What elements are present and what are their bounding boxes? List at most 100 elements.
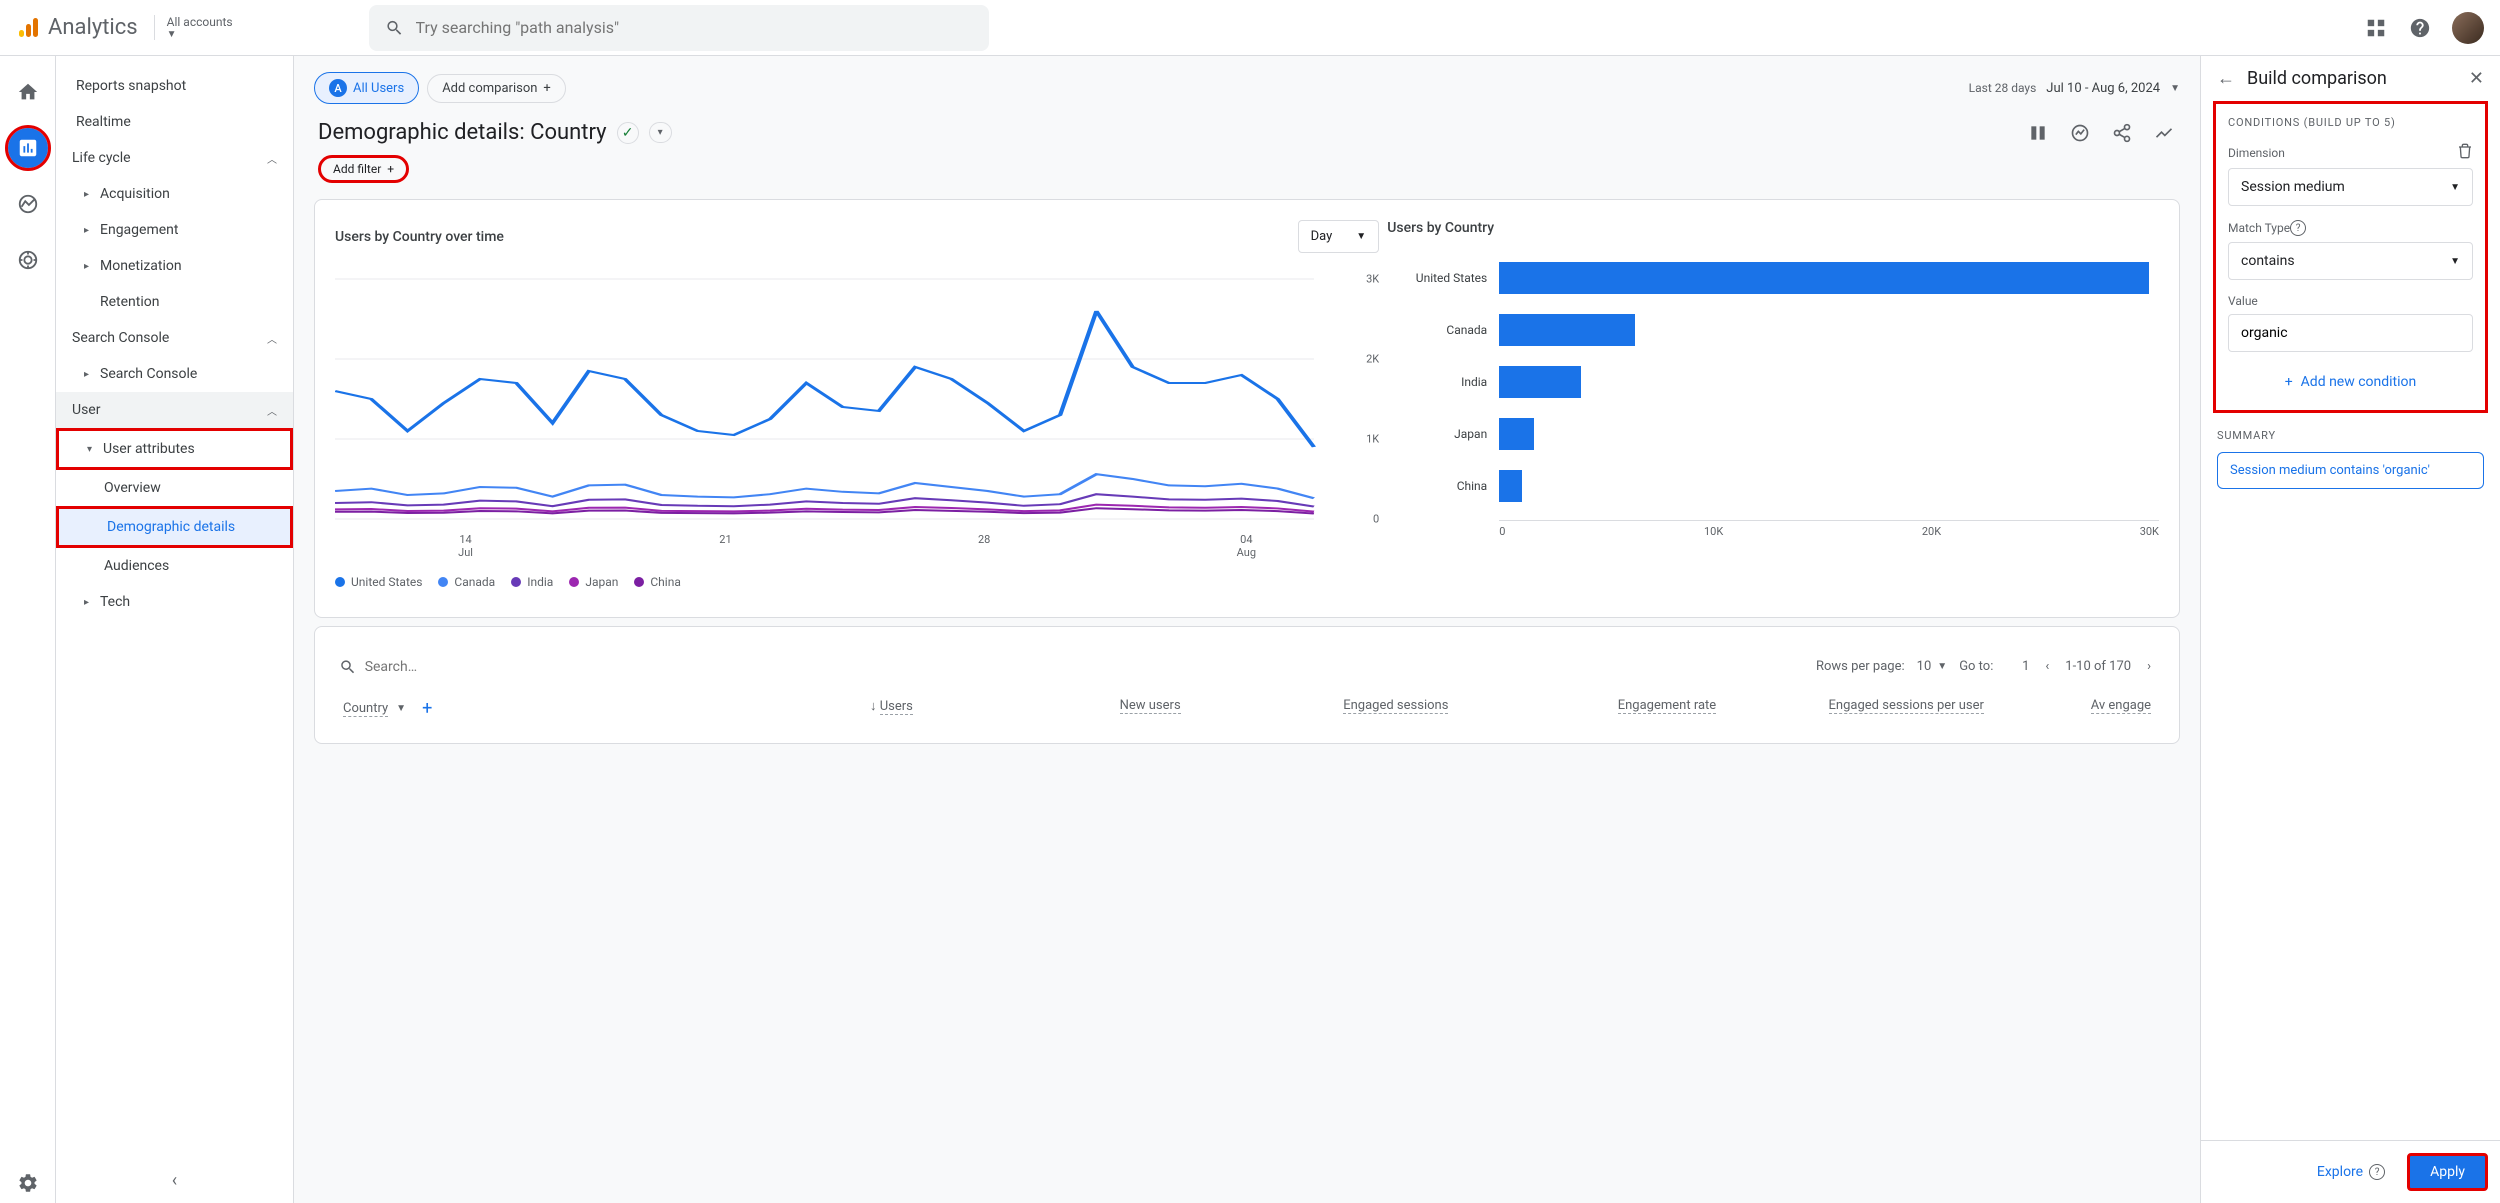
chip-add-comparison[interactable]: Add comparison + — [427, 74, 566, 103]
user-avatar[interactable] — [2452, 12, 2484, 44]
product-logo[interactable]: Analytics — [16, 15, 138, 40]
next-page-button[interactable]: › — [2143, 655, 2155, 678]
x-tick: 28 — [978, 533, 990, 559]
value-input[interactable] — [2228, 314, 2473, 352]
date-preset: Last 28 days — [1969, 81, 2037, 95]
edit-comparisons-icon[interactable] — [2152, 121, 2176, 145]
nav-acquisition[interactable]: ▸Acquisition — [56, 176, 293, 212]
bar-x-tick: 10K — [1704, 525, 1723, 538]
comparison-panel: ← Build comparison ✕ CONDITIONS (BUILD U… — [2200, 56, 2500, 1203]
add-filter-button[interactable]: Add filter + — [318, 155, 409, 183]
search-input[interactable] — [416, 18, 973, 37]
apps-icon[interactable] — [2364, 16, 2388, 40]
nav-life-cycle[interactable]: Life cycle︿ — [56, 140, 293, 176]
bar-row: India — [1387, 360, 2159, 404]
chevron-down-icon[interactable]: ▼ — [396, 703, 406, 714]
goto-value[interactable]: 1 — [2005, 659, 2029, 674]
legend-item[interactable]: India — [511, 575, 553, 589]
col-new-users[interactable]: New users — [1120, 698, 1181, 714]
bar-fill — [1499, 418, 1534, 450]
table-search-input[interactable] — [365, 659, 1800, 675]
rail-advertising[interactable] — [8, 240, 48, 280]
legend-dot — [335, 577, 345, 587]
nav-user[interactable]: User︿ — [56, 392, 293, 428]
explore-button[interactable]: Explore ? — [2305, 1156, 2397, 1188]
nav-realtime[interactable]: Realtime — [56, 104, 293, 140]
legend-dot — [634, 577, 644, 587]
collapse-sidenav[interactable]: ‹ — [172, 1170, 177, 1191]
nav-audiences[interactable]: Audiences — [56, 548, 293, 584]
nav-overview[interactable]: Overview — [56, 470, 293, 506]
rows-per-page-select[interactable]: 10 ▼ — [1917, 659, 1948, 674]
bar-label: Japan — [1387, 427, 1487, 441]
help-icon[interactable]: ? — [2369, 1164, 2385, 1180]
panel-back-button[interactable]: ← — [2217, 68, 2235, 89]
add-dimension-icon[interactable]: + — [422, 698, 432, 719]
interval-select[interactable]: Day ▼ — [1298, 220, 1380, 253]
nav-search-console-grp[interactable]: Search Console︿ — [56, 320, 293, 356]
chevron-down-icon: ▼ — [2450, 182, 2460, 193]
product-name: Analytics — [48, 15, 138, 40]
insights-icon[interactable] — [2068, 121, 2092, 145]
col-engaged-per-user[interactable]: Engaged sessions per user — [1829, 698, 1984, 714]
legend-item[interactable]: Canada — [438, 575, 495, 589]
bar-row: United States — [1387, 256, 2159, 300]
bar-label: Canada — [1387, 323, 1487, 337]
chip-all-users[interactable]: A All Users — [314, 72, 419, 104]
col-engagement-rate[interactable]: Engagement rate — [1618, 698, 1716, 714]
delete-condition-icon[interactable] — [2457, 143, 2473, 162]
main-content: A All Users Add comparison + Last 28 day… — [294, 56, 2200, 1203]
bar-chart: United States Canada India Japan China — [1387, 252, 2159, 512]
rail-home[interactable] — [8, 72, 48, 112]
share-icon[interactable] — [2110, 121, 2134, 145]
analytics-logo-icon — [16, 16, 40, 40]
nav-demographic-details[interactable]: Demographic details — [56, 506, 293, 548]
date-range-picker[interactable]: Last 28 days Jul 10 - Aug 6, 2024 ▼ — [1969, 81, 2180, 96]
nav-retention[interactable]: ▸Retention — [56, 284, 293, 320]
nav-user-attributes[interactable]: ▾User attributes — [56, 428, 293, 470]
nav-engagement[interactable]: ▸Engagement — [56, 212, 293, 248]
page-title: Demographic details: Country — [318, 120, 607, 145]
col-engaged-sessions[interactable]: Engaged sessions — [1343, 698, 1448, 714]
add-condition-button[interactable]: + Add new condition — [2228, 366, 2473, 398]
table-header: Country ▼ + ↓ Users New users Engaged se… — [335, 694, 2159, 723]
panel-title: Build comparison — [2247, 68, 2387, 89]
goto-label: Go to: — [1959, 659, 1993, 674]
legend-item[interactable]: United States — [335, 575, 422, 589]
rail-reports[interactable] — [8, 128, 48, 168]
help-icon[interactable] — [2408, 16, 2432, 40]
bar-label: China — [1387, 479, 1487, 493]
chevron-down-icon: ▼ — [167, 29, 233, 40]
bar-fill — [1499, 262, 2149, 294]
rail-admin[interactable] — [8, 1163, 48, 1203]
verified-icon[interactable]: ✓ — [617, 122, 639, 144]
help-icon[interactable]: ? — [2290, 220, 2306, 236]
col-country[interactable]: Country — [343, 701, 388, 717]
search-box[interactable] — [369, 5, 989, 51]
line-chart: 3K2K1K0 — [335, 269, 1379, 529]
legend-item[interactable]: China — [634, 575, 681, 589]
match-type-select[interactable]: contains ▼ — [2228, 242, 2473, 280]
bar-fill — [1499, 470, 1522, 502]
apply-button[interactable]: Apply — [2407, 1153, 2488, 1191]
nav-tech[interactable]: ▸Tech — [56, 584, 293, 620]
title-dropdown[interactable]: ▾ — [649, 122, 672, 143]
panel-close-button[interactable]: ✕ — [2469, 68, 2484, 89]
account-selector[interactable]: All accounts ▼ — [154, 15, 233, 40]
chevron-down-icon: ▼ — [2450, 256, 2460, 267]
nav-search-console[interactable]: ▸Search Console — [56, 356, 293, 392]
explore-label: Explore — [2317, 1164, 2363, 1180]
dimension-select[interactable]: Session medium ▼ — [2228, 168, 2473, 206]
prev-page-button[interactable]: ‹ — [2041, 655, 2053, 678]
nav-reports-snapshot[interactable]: Reports snapshot — [56, 68, 293, 104]
customize-icon[interactable] — [2026, 121, 2050, 145]
legend-dot — [511, 577, 521, 587]
bar-row: Japan — [1387, 412, 2159, 456]
bar-row: China — [1387, 464, 2159, 508]
col-users[interactable]: Users — [880, 699, 913, 715]
rail-explore[interactable] — [8, 184, 48, 224]
col-avg-engage[interactable]: Av engage — [2091, 698, 2151, 714]
nav-monetization[interactable]: ▸Monetization — [56, 248, 293, 284]
bar-fill — [1499, 366, 1581, 398]
legend-item[interactable]: Japan — [569, 575, 618, 589]
